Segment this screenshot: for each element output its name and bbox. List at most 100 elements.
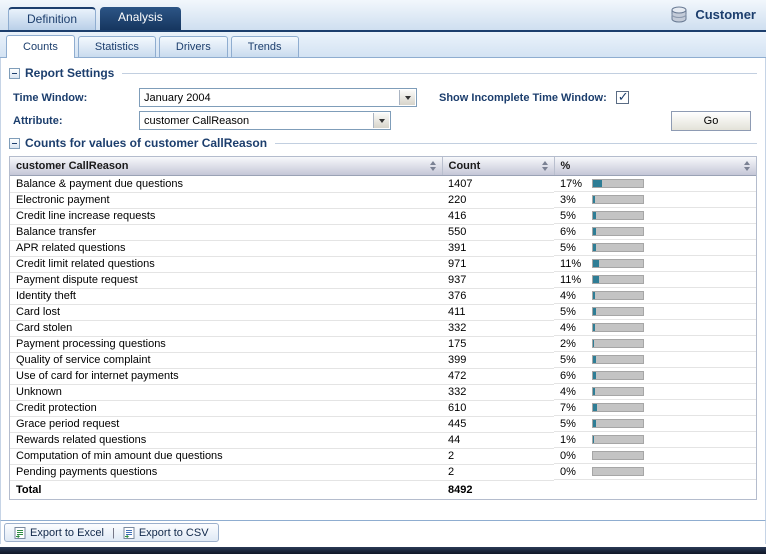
column-label: customer CallReason xyxy=(16,160,129,172)
percent-bar xyxy=(592,467,644,476)
secondary-tab-bar: Counts Statistics Drivers Trends xyxy=(0,32,766,58)
show-incomplete-label: Show Incomplete Time Window: xyxy=(439,91,607,104)
percent-value: 4% xyxy=(560,321,576,334)
cell-percent: 11% xyxy=(554,272,756,288)
cell-count: 220 xyxy=(442,192,554,209)
window-bottom-edge xyxy=(0,547,766,554)
percent-value: 5% xyxy=(560,417,576,430)
cell-count: 44 xyxy=(442,432,554,449)
export-to-excel-button[interactable]: Export to Excel xyxy=(14,526,104,539)
cell-count: 399 xyxy=(442,352,554,369)
cell-percent: 5% xyxy=(554,304,756,320)
content-area: Report Settings Time Window: January 200… xyxy=(0,58,766,520)
total-label: Total xyxy=(16,483,42,496)
sort-icon[interactable] xyxy=(744,161,750,171)
table-row: APR related questions 391 5% xyxy=(10,240,756,257)
cell-percent: 0% xyxy=(554,464,756,480)
cell-call-reason: Computation of min amount due questions xyxy=(10,448,442,465)
cell-percent: 6% xyxy=(554,224,756,240)
percent-value: 0% xyxy=(560,465,576,478)
cell-call-reason: Card lost xyxy=(10,304,442,321)
cell-call-reason: Electronic payment xyxy=(10,192,442,209)
tab-analysis[interactable]: Analysis xyxy=(100,7,181,30)
tab-definition[interactable]: Definition xyxy=(8,7,97,30)
total-row: Total 8492 xyxy=(10,480,756,499)
percent-bar xyxy=(592,403,644,412)
percent-bar xyxy=(592,323,644,332)
percent-value: 6% xyxy=(560,225,576,238)
time-window-row: Time Window: January 2004 Show Incomplet… xyxy=(9,86,757,109)
percent-value: 2% xyxy=(560,337,576,350)
cell-call-reason: Rewards related questions xyxy=(10,432,442,449)
cell-call-reason: Card stolen xyxy=(10,320,442,337)
export-to-csv-button[interactable]: Export to CSV xyxy=(123,526,209,539)
cell-percent: 3% xyxy=(554,192,756,208)
percent-value: 4% xyxy=(560,385,576,398)
tab-trends[interactable]: Trends xyxy=(230,36,299,57)
cell-call-reason: Balance transfer xyxy=(10,224,442,241)
percent-bar xyxy=(592,195,644,204)
percent-value: 5% xyxy=(560,353,576,366)
tab-counts[interactable]: Counts xyxy=(6,35,75,58)
dropdown-arrow-icon[interactable] xyxy=(373,113,389,128)
percent-bar xyxy=(592,291,644,300)
counts-section-title: Counts for values of customer CallReason xyxy=(25,136,268,150)
cell-count: 2 xyxy=(442,464,554,481)
total-count: 8492 xyxy=(448,483,473,496)
cell-percent: 2% xyxy=(554,336,756,352)
cell-percent: 7% xyxy=(554,400,756,416)
table-row: Rewards related questions 44 1% xyxy=(10,432,756,449)
cell-call-reason: APR related questions xyxy=(10,240,442,257)
table-row: Balance transfer 550 6% xyxy=(10,224,756,241)
collapse-icon[interactable] xyxy=(9,67,20,79)
table-row: Computation of min amount due questions 2… xyxy=(10,448,756,465)
cell-count: 610 xyxy=(442,400,554,417)
table-row: Card stolen 332 4% xyxy=(10,320,756,337)
cell-call-reason: Pending payments questions xyxy=(10,464,442,481)
cell-call-reason: Identity theft xyxy=(10,288,442,305)
cell-percent: 1% xyxy=(554,432,756,448)
percent-value: 3% xyxy=(560,193,576,206)
report-settings-header: Report Settings xyxy=(9,66,757,80)
table-row: Pending payments questions 2 0% xyxy=(10,464,756,481)
cell-count: 411 xyxy=(442,304,554,321)
table-row: Credit line increase requests 416 5% xyxy=(10,208,756,225)
cell-call-reason: Balance & payment due questions xyxy=(10,175,442,193)
go-button[interactable]: Go xyxy=(671,110,751,131)
cell-call-reason: Quality of service complaint xyxy=(10,352,442,369)
database-icon xyxy=(669,6,689,23)
attribute-select[interactable]: customer CallReason xyxy=(139,111,391,130)
column-header-count[interactable]: Count xyxy=(442,157,555,176)
cell-percent: 6% xyxy=(554,368,756,384)
app-title: Customer xyxy=(695,7,756,22)
incomplete-checkbox[interactable] xyxy=(615,89,629,105)
percent-bar xyxy=(592,339,644,348)
column-label: % xyxy=(560,160,571,172)
cell-count: 175 xyxy=(442,336,554,353)
export-excel-icon xyxy=(14,526,26,539)
footer-bar: Export to Excel | Export to CSV xyxy=(0,520,766,544)
table-row: Credit protection 610 7% xyxy=(10,400,756,417)
sort-icon[interactable] xyxy=(429,161,436,171)
dropdown-arrow-icon[interactable] xyxy=(399,90,415,105)
column-header-percent[interactable]: % xyxy=(554,157,756,176)
tab-statistics[interactable]: Statistics xyxy=(77,36,156,57)
time-window-value: January 2004 xyxy=(144,91,211,104)
sort-icon[interactable] xyxy=(541,161,548,171)
percent-bar xyxy=(592,307,644,316)
collapse-icon[interactable] xyxy=(9,137,20,149)
cell-percent: 0% xyxy=(554,448,756,464)
column-header-call-reason[interactable]: customer CallReason xyxy=(10,157,443,176)
attribute-row: Attribute: customer CallReason Go xyxy=(9,109,757,132)
percent-value: 11% xyxy=(560,273,582,286)
export-csv-icon xyxy=(123,526,135,539)
percent-value: 17% xyxy=(560,177,583,190)
tab-drivers[interactable]: Drivers xyxy=(158,36,228,57)
column-label: Count xyxy=(448,160,481,172)
percent-value: 5% xyxy=(560,305,576,318)
cell-count: 472 xyxy=(442,368,554,385)
section-rule xyxy=(275,142,757,144)
report-settings-title: Report Settings xyxy=(25,66,115,80)
time-window-select[interactable]: January 2004 xyxy=(139,88,417,107)
